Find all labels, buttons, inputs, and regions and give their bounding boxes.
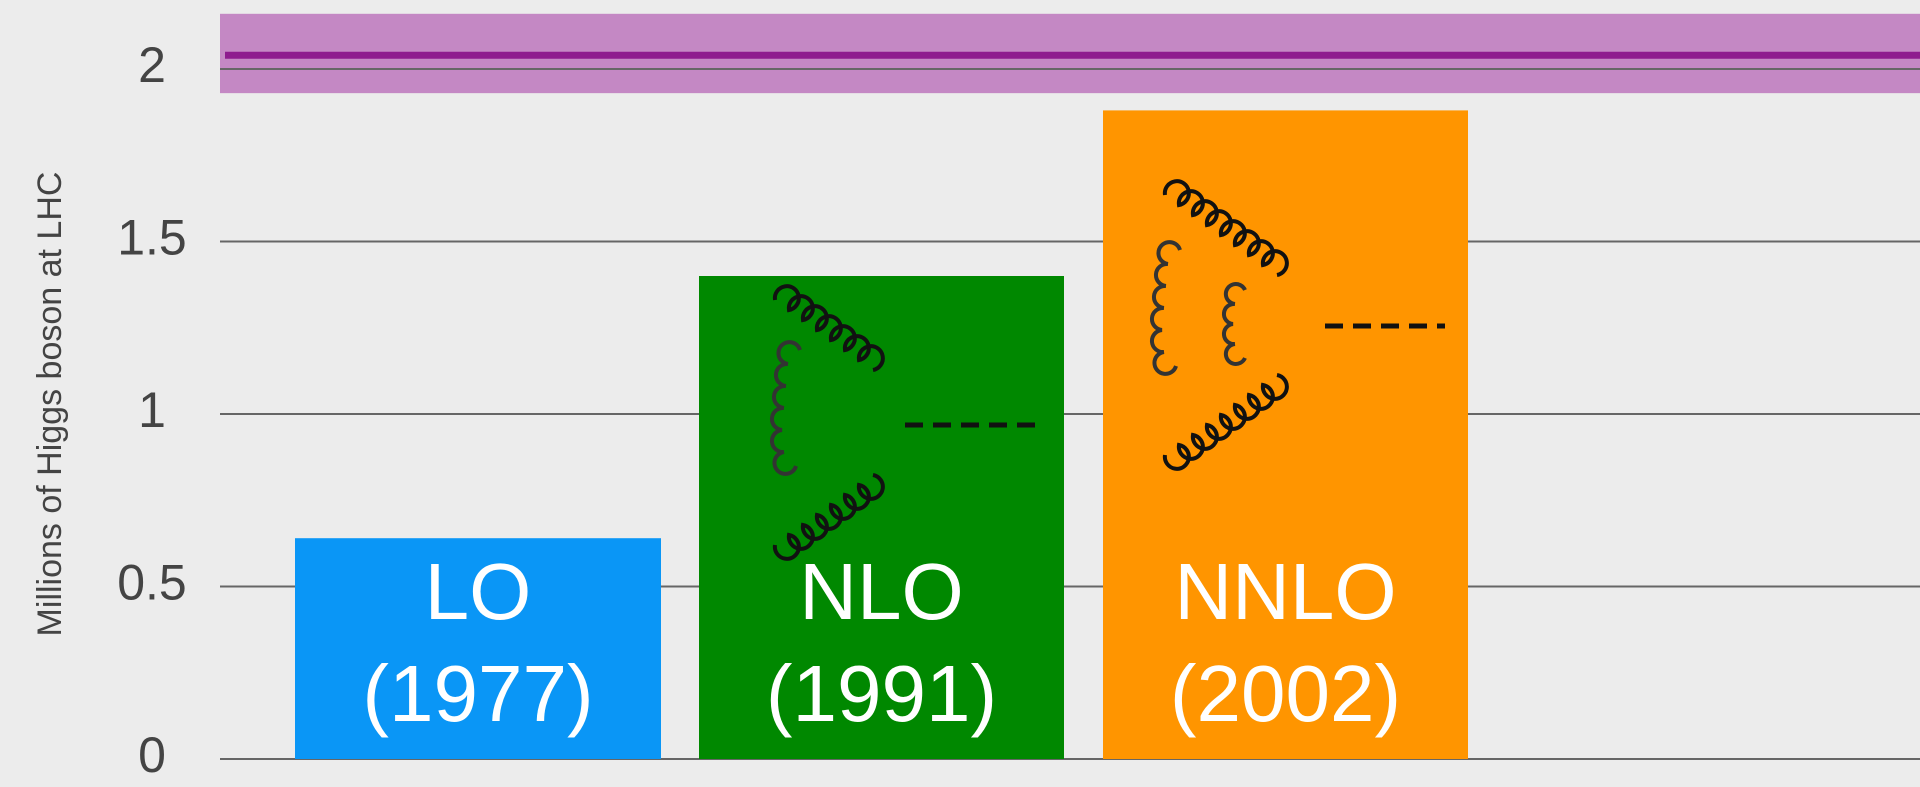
bar-sublabel: (1977)	[362, 649, 593, 738]
nnlo-diagram	[1149, 179, 1445, 471]
y-tick-label: 2	[138, 37, 166, 93]
y-tick-label: 1.5	[117, 210, 187, 266]
bar-sublabel: (1991)	[766, 649, 997, 738]
y-axis-label: Millions of Higgs boson at LHC	[31, 172, 69, 637]
y-tick-label: 1	[138, 382, 166, 438]
nlo-diagram	[769, 284, 1035, 561]
y-tick-label: 0.5	[117, 555, 187, 611]
y-tick-label: 0	[138, 727, 166, 783]
bar-label: NNLO	[1174, 547, 1396, 636]
bar-label: NLO	[799, 547, 964, 636]
bar	[1103, 110, 1468, 759]
bar-label: LO	[425, 547, 532, 636]
bar-sublabel: (2002)	[1170, 649, 1401, 738]
bar	[295, 538, 661, 759]
